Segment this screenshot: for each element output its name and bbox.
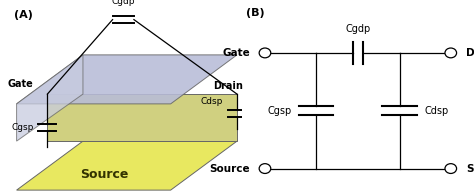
Text: Cdsp: Cdsp <box>201 97 223 106</box>
Text: (B): (B) <box>246 8 265 18</box>
Text: Source: Source <box>209 163 250 174</box>
Text: Cgsp: Cgsp <box>267 106 292 116</box>
Text: Cdsp: Cdsp <box>424 106 448 116</box>
Polygon shape <box>17 141 237 190</box>
Text: Gate: Gate <box>7 79 33 89</box>
Text: Cgsp: Cgsp <box>11 123 34 132</box>
Text: Gate: Gate <box>222 48 250 58</box>
Text: Drain: Drain <box>213 81 243 91</box>
Text: Cgdp: Cgdp <box>345 24 371 34</box>
Circle shape <box>445 48 456 58</box>
Text: Source: Source <box>80 168 128 181</box>
Polygon shape <box>47 94 237 141</box>
Text: Cgdp: Cgdp <box>111 0 135 6</box>
Polygon shape <box>17 55 237 104</box>
Circle shape <box>259 164 271 173</box>
Text: Source: Source <box>466 163 474 174</box>
Polygon shape <box>17 55 83 141</box>
Circle shape <box>259 48 271 58</box>
Text: Drain: Drain <box>466 48 474 58</box>
Text: (A): (A) <box>14 10 33 20</box>
Circle shape <box>445 164 456 173</box>
